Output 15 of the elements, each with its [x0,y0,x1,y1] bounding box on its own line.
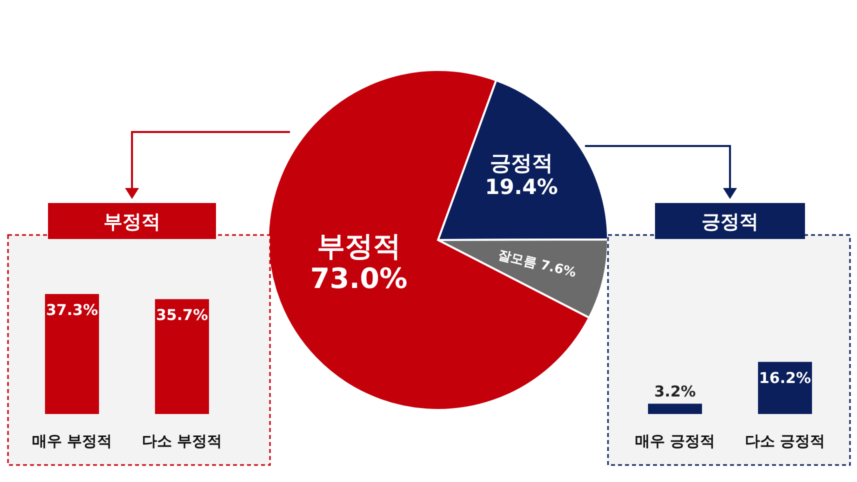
x-tick-label: 매우 긍정적 [634,432,716,450]
chart-title: 부정적 [104,211,160,233]
data-label: 73.0% [310,262,408,295]
chart-title: 긍정적 [702,211,758,233]
x-tick-label: 매우 부정적 [32,432,112,450]
data-label: 16.2% [758,368,812,387]
x-tick-label: 다소 부정적 [142,432,222,450]
data-label: 3.2% [654,382,696,401]
slice-label: 긍정적 [490,150,553,175]
data-label: 19.4% [485,174,558,199]
x-tick-label: 다소 긍정적 [744,432,826,450]
data-label: 35.7% [156,306,208,324]
data-label: 37.3% [46,301,98,319]
slice-label: 잘모름 7.6% [496,247,578,281]
slice-label: 부정적 [316,230,401,263]
